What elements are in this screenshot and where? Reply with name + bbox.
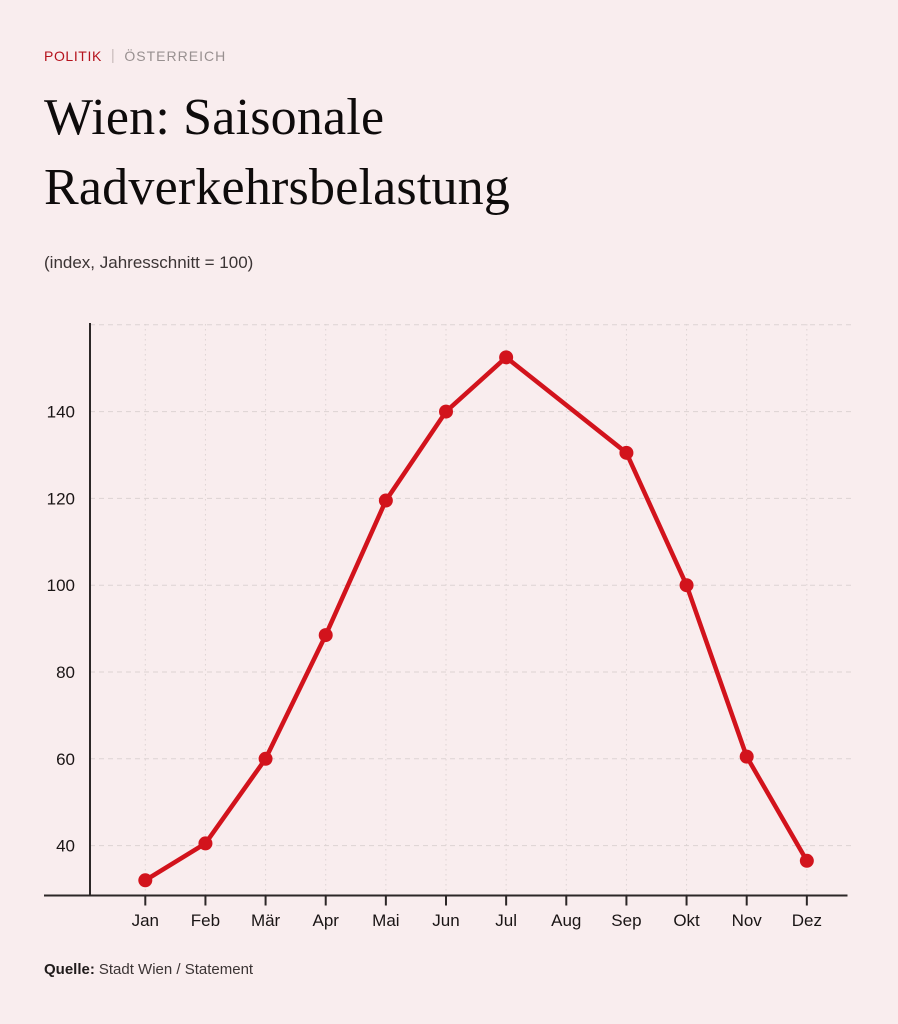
data-point xyxy=(679,578,694,593)
y-tick-label: 100 xyxy=(47,576,75,595)
y-tick-label: 80 xyxy=(56,663,75,682)
kicker-category-link[interactable]: POLITIK xyxy=(44,47,102,64)
x-tick-label: Dez xyxy=(792,911,822,930)
x-tick-label: Nov xyxy=(732,911,763,930)
data-point xyxy=(799,853,814,868)
data-point xyxy=(619,445,634,460)
x-tick-label: Jun xyxy=(432,911,459,930)
x-tick-label: Mär xyxy=(251,911,281,930)
x-tick-label: Sep xyxy=(611,911,641,930)
page-title-line1: Wien: Saisonale xyxy=(44,89,385,146)
breadcrumb: POLITIK | ÖSTERREICH xyxy=(44,47,226,64)
x-tick-label: Feb xyxy=(191,911,220,930)
page-title-line2: Radverkehrsbelastung xyxy=(44,159,511,216)
data-point xyxy=(499,350,514,365)
x-tick-label: Aug xyxy=(551,911,581,930)
x-tick-label: Okt xyxy=(673,911,700,930)
y-tick-label: 140 xyxy=(47,403,75,422)
data-point xyxy=(739,749,754,764)
x-tick-label: Mai xyxy=(372,911,399,930)
source-note: Quelle: Stadt Wien / Statement xyxy=(44,961,253,978)
data-point xyxy=(439,404,453,419)
data-point xyxy=(318,628,333,643)
data-point xyxy=(198,836,213,851)
y-tick-label: 40 xyxy=(56,837,75,856)
data-point xyxy=(138,873,153,888)
kicker-separator: | xyxy=(110,47,116,64)
y-tick-label: 120 xyxy=(47,489,75,508)
x-tick-label: Apr xyxy=(312,911,339,930)
data-point xyxy=(378,493,393,508)
x-tick-label: Jan xyxy=(132,911,159,930)
y-tick-label: 60 xyxy=(56,750,75,769)
chart-subtitle: (index, Jahresschnitt = 100) xyxy=(44,253,254,272)
data-line xyxy=(143,355,810,883)
page-title: Wien: Saisonale Radverkehrsbelastung xyxy=(44,83,510,223)
kicker-region-link[interactable]: ÖSTERREICH xyxy=(124,47,227,64)
source-label: Quelle: xyxy=(44,961,95,978)
data-point xyxy=(258,751,273,766)
x-tick-label: Jul xyxy=(495,911,517,930)
source-text: Stadt Wien / Statement xyxy=(98,961,254,978)
